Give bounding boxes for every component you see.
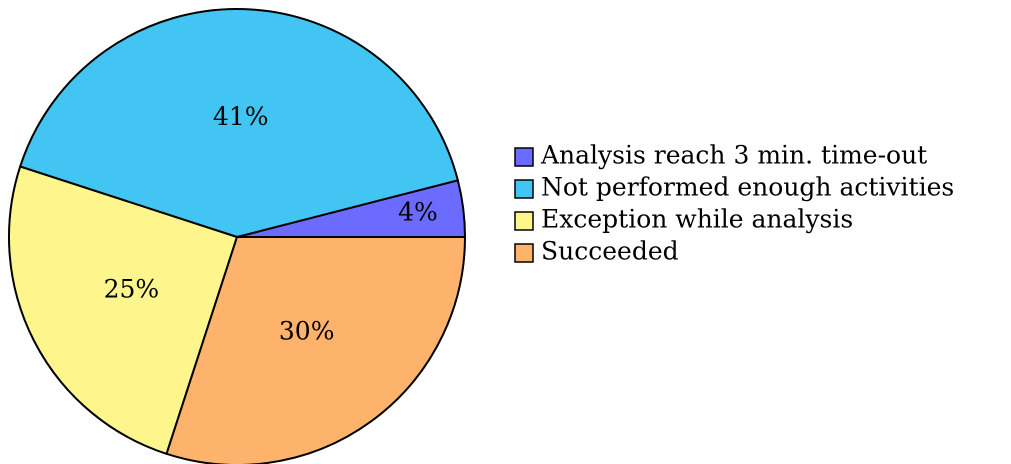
legend-label: Not performed enough activities — [541, 173, 954, 202]
legend-label: Analysis reach 3 min. time-out — [540, 141, 927, 170]
legend-label: Exception while analysis — [541, 205, 853, 234]
legend-swatch — [514, 147, 534, 167]
slice-label: 25% — [104, 274, 160, 303]
legend-swatch — [514, 179, 534, 199]
legend-swatch — [514, 211, 534, 231]
slice-label: 41% — [213, 102, 269, 131]
legend-label: Succeeded — [541, 237, 679, 266]
slice-label: 30% — [279, 316, 335, 345]
slice-label: 4% — [398, 198, 438, 227]
pie-slice — [165, 236, 467, 464]
pie-slice — [18, 8, 460, 239]
legend-swatch — [514, 243, 534, 263]
pie-slice — [8, 165, 239, 456]
